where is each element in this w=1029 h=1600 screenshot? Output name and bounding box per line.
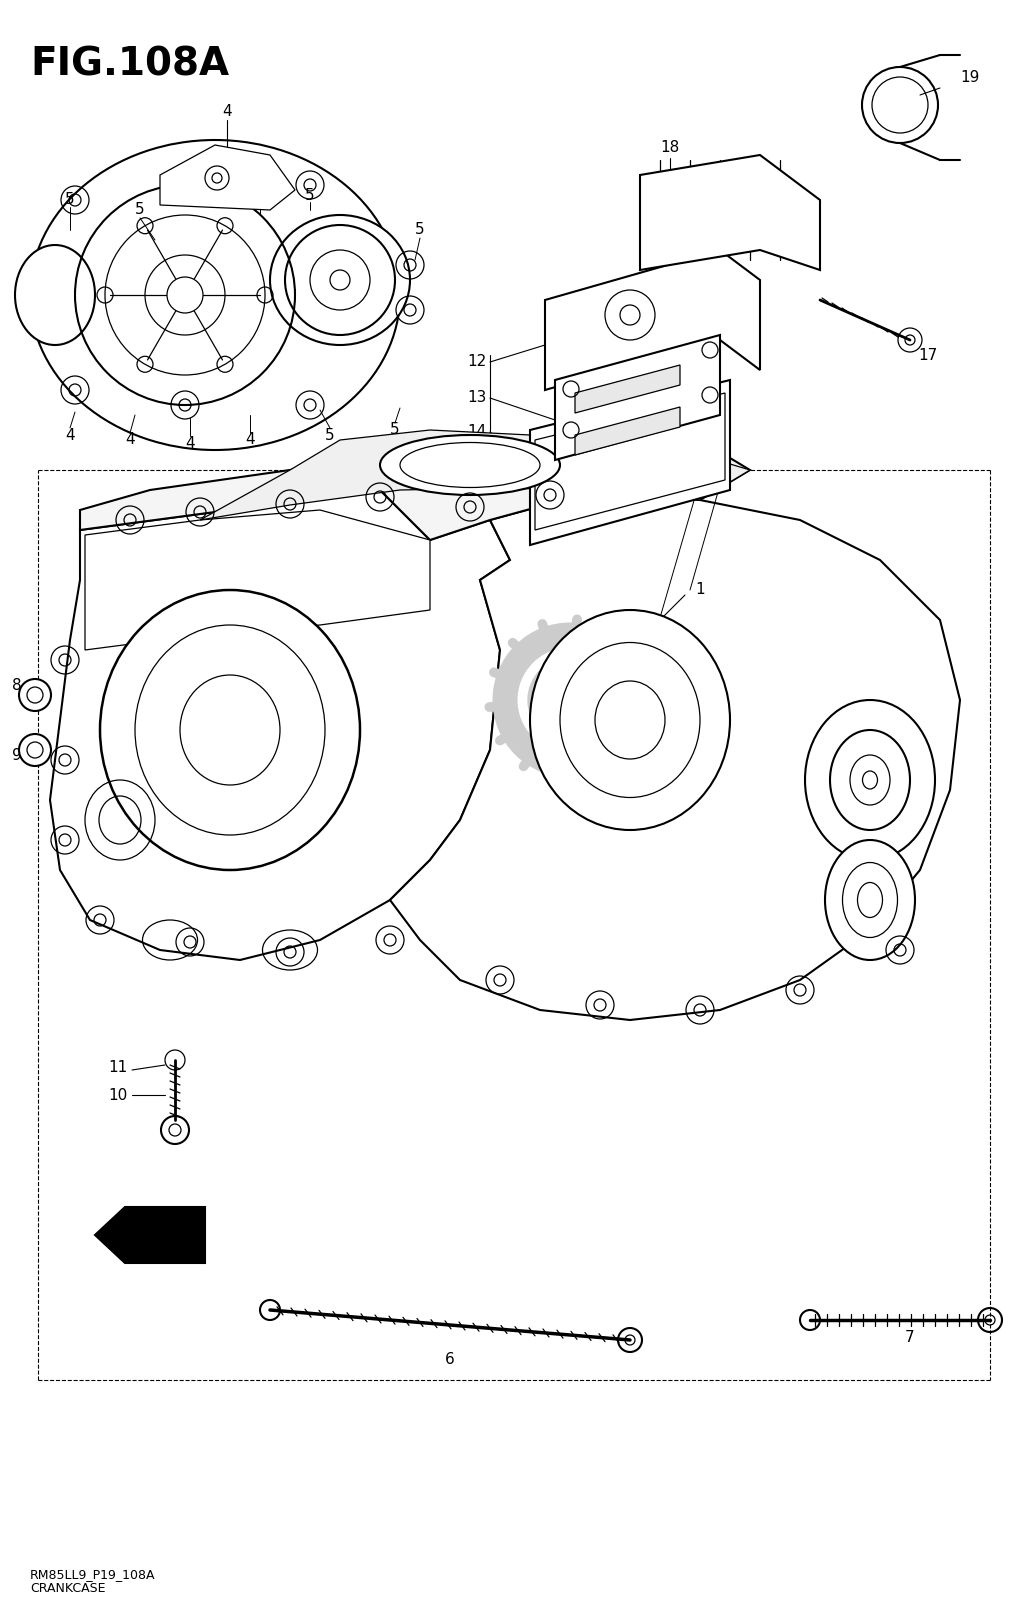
Text: 4: 4 (65, 427, 75, 443)
Text: 9: 9 (12, 747, 22, 763)
Text: 14: 14 (468, 424, 487, 440)
Text: 16: 16 (467, 461, 487, 475)
Ellipse shape (825, 840, 915, 960)
Text: 17: 17 (918, 347, 937, 363)
Text: 6: 6 (446, 1352, 455, 1368)
Polygon shape (50, 490, 510, 960)
Text: 4: 4 (245, 432, 255, 448)
Polygon shape (80, 430, 750, 541)
Polygon shape (555, 334, 720, 461)
Text: 18: 18 (661, 141, 679, 155)
Text: RM85LL9_P19_108A: RM85LL9_P19_108A (30, 1568, 155, 1581)
Text: 8: 8 (12, 677, 22, 693)
Polygon shape (390, 490, 960, 1021)
Text: 12: 12 (468, 355, 487, 370)
Text: 4: 4 (255, 187, 264, 203)
Ellipse shape (100, 590, 360, 870)
Text: 3: 3 (210, 845, 220, 859)
Text: 5: 5 (306, 187, 315, 203)
Text: 11: 11 (109, 1061, 128, 1075)
Text: 5: 5 (390, 422, 400, 437)
Ellipse shape (15, 245, 95, 346)
Polygon shape (95, 1206, 205, 1262)
Text: 4: 4 (126, 432, 135, 448)
Circle shape (19, 734, 51, 766)
Text: CRANKCASE: CRANKCASE (30, 1582, 106, 1595)
Text: FWD: FWD (141, 1226, 188, 1245)
Polygon shape (159, 146, 295, 210)
Text: 5: 5 (325, 427, 334, 443)
Circle shape (167, 277, 203, 314)
Text: 5: 5 (135, 203, 145, 218)
Text: 5: 5 (65, 192, 75, 208)
Text: 13: 13 (467, 390, 487, 405)
Text: 5: 5 (415, 222, 425, 237)
Ellipse shape (805, 701, 935, 861)
Text: 10: 10 (109, 1088, 128, 1102)
Ellipse shape (530, 610, 730, 830)
Polygon shape (200, 430, 750, 520)
Text: 15: 15 (468, 491, 487, 506)
Text: FIG.108A: FIG.108A (30, 45, 229, 83)
Text: 1: 1 (696, 582, 705, 597)
Text: 2: 2 (655, 630, 665, 645)
Polygon shape (575, 365, 680, 413)
Ellipse shape (380, 435, 560, 494)
Text: 7: 7 (906, 1331, 915, 1346)
Ellipse shape (270, 214, 410, 346)
Polygon shape (575, 406, 680, 454)
Polygon shape (640, 155, 820, 270)
Text: 4: 4 (185, 435, 194, 451)
Text: 4: 4 (222, 104, 232, 120)
Ellipse shape (30, 141, 400, 450)
Polygon shape (85, 510, 430, 650)
Polygon shape (530, 379, 730, 546)
Circle shape (19, 678, 51, 710)
Polygon shape (545, 250, 760, 390)
Text: 19: 19 (960, 70, 980, 85)
